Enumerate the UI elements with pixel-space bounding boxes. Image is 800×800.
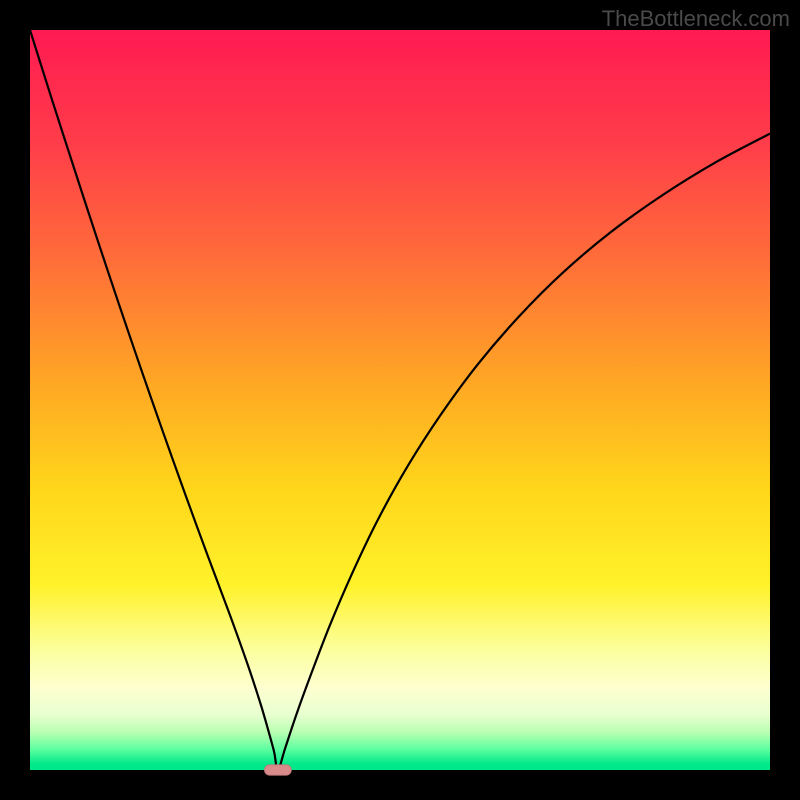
minimum-marker xyxy=(265,765,292,775)
bottleneck-chart: TheBottleneck.com xyxy=(0,0,800,800)
plot-background xyxy=(30,30,770,770)
chart-svg xyxy=(0,0,800,800)
watermark-text: TheBottleneck.com xyxy=(602,6,790,32)
